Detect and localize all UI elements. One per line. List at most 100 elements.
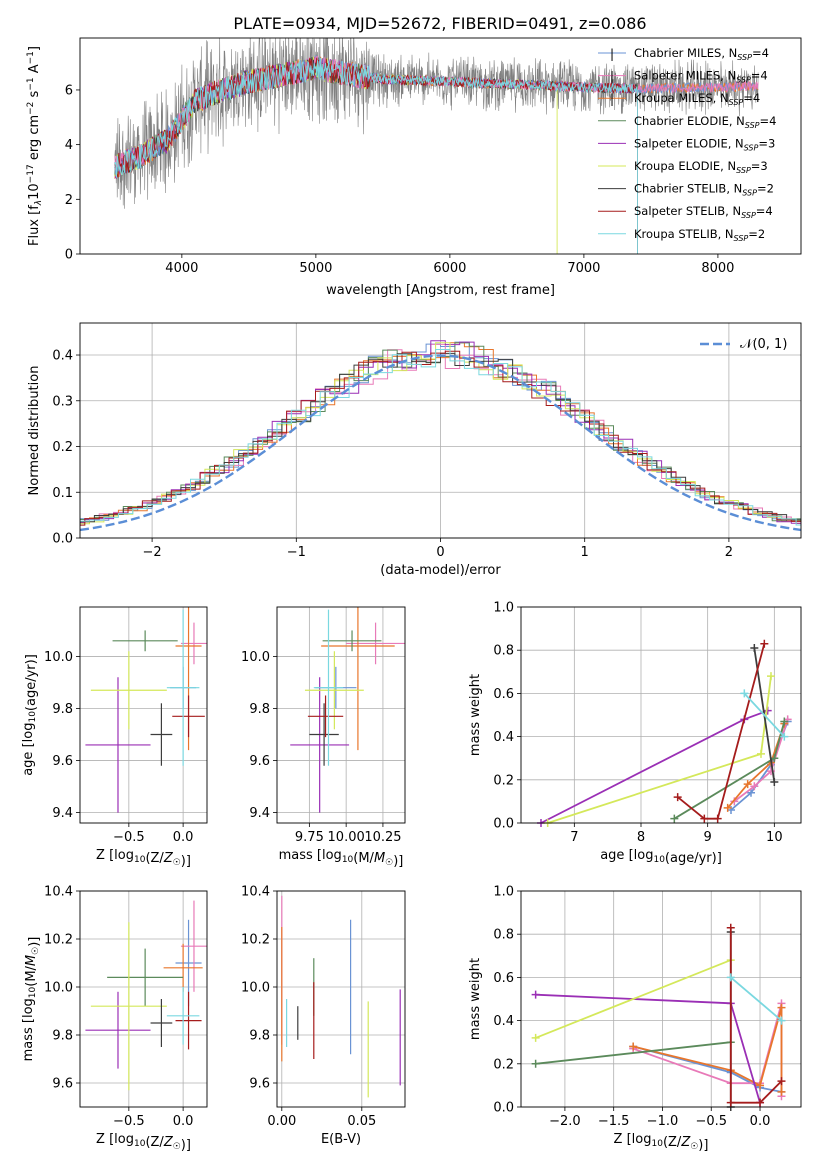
point-salpeter-miles (346, 622, 405, 665)
x-tick-label: −1.5 (598, 1114, 630, 1129)
legend-label-salpeter-elodie: Salpeter ELODIE, NSSP=3 (634, 136, 775, 152)
series-marker (531, 1059, 540, 1068)
y-axis-label: Flux [fλ10−17 erg cm−2 s−1 A−1] (26, 46, 44, 246)
x-tick-label: 8000 (701, 261, 734, 276)
series-marker (713, 814, 722, 823)
series-line (730, 976, 783, 1022)
series-marker (780, 717, 789, 726)
series-marker (770, 777, 779, 786)
x-axis-label: Z [log10(Z/Z☉)] (96, 1132, 191, 1153)
y-tick-label: 1.0 (493, 885, 514, 900)
x-tick-label: 10 (766, 830, 783, 845)
series-marker (750, 644, 759, 653)
legend-label-salpeter-stelib: Salpeter STELIB, NSSP=4 (634, 204, 773, 220)
y-tick-label: 9.8 (52, 702, 73, 717)
x-tick-label: 10.25 (364, 830, 401, 845)
y-tick-label: 10.0 (241, 650, 270, 665)
point-salpeter-elodie (85, 677, 151, 813)
series-line (733, 719, 789, 803)
x-tick-label: 10.00 (328, 830, 365, 845)
legend-label-chabrier-stelib: Chabrier STELIB, NSSP=2 (634, 182, 774, 198)
age-vs-Z-panel: −0.5 0.0 9.4 9.6 9.8 10.0 Z [log10(Z/Z☉)] age [… (21, 606, 208, 869)
legend-label-chabrier-miles: Chabrier MILES, NSSP=4 (634, 46, 769, 62)
y-axis-label: mass weight (468, 674, 483, 756)
series-marker (757, 749, 765, 758)
y-tick-label: 0.2 (52, 440, 73, 455)
x-axis-label: mass [log10(M/M☉)] (279, 848, 404, 869)
model-spectrum-kroupa-stelib (114, 57, 638, 254)
histogram-kroupa-elodie (80, 342, 801, 525)
series-marker (673, 793, 682, 802)
x-axis-label: E(B-V) (321, 1132, 361, 1147)
point-salpeter-elodie (85, 991, 151, 1069)
series-salpeter-elodie (537, 706, 772, 827)
series-marker (726, 1098, 735, 1107)
series-marker (726, 973, 735, 982)
x-tick-label: 9 (704, 830, 712, 845)
x-tick-label: −1 (287, 545, 306, 560)
y-tick-label: 10.2 (241, 933, 270, 948)
x-tick-label: −1.0 (647, 1114, 679, 1129)
point-salpeter-stelib (175, 991, 202, 1050)
x-tick-label: 7 (570, 830, 578, 845)
series-marker (767, 767, 775, 776)
series-marker (743, 780, 752, 789)
series-marker (780, 732, 789, 741)
legend-marker: | (610, 70, 614, 84)
x-tick-label: 5000 (299, 261, 332, 276)
y-tick-label: 9.8 (52, 1029, 73, 1044)
y-tick-label: 0.2 (493, 1057, 514, 1072)
y-tick-label: 0.0 (493, 817, 514, 832)
point-kroupa-stelib (166, 609, 200, 766)
point-kroupa-miles (163, 943, 203, 992)
series-marker (756, 1081, 765, 1090)
spectrum-panel: 4000 5000 6000 7000 8000 0 2 4 6 wavelength [Angs… (26, 37, 802, 298)
y-tick-label: 9.4 (249, 806, 270, 821)
y-tick-label: 4 (65, 138, 73, 153)
x-tick-label: 0 (436, 545, 444, 560)
axes-frame (276, 890, 406, 1108)
x-tick-label: 9.75 (295, 830, 324, 845)
y-axis-label: Normed distribution (27, 366, 42, 496)
x-tick-label: 0.0 (173, 1114, 194, 1129)
y-tick-label: 9.6 (249, 1077, 270, 1092)
y-tick-label: 9.8 (249, 702, 270, 717)
x-tick-label: −2.0 (549, 1114, 581, 1129)
point-chabrier-elodie (107, 948, 184, 1007)
x-tick-label: 7000 (567, 261, 600, 276)
y-tick-label: 10.4 (44, 885, 73, 900)
series-marker (770, 754, 779, 763)
y-tick-label: 0.4 (52, 349, 73, 364)
x-tick-label: 0.0 (173, 830, 194, 845)
y-tick-label: 10.2 (44, 933, 73, 948)
y-tick-label: 0.8 (493, 928, 514, 943)
point-kroupa-stelib (166, 987, 200, 1045)
y-tick-label: 1.0 (493, 601, 514, 616)
series-marker (531, 1033, 540, 1042)
observed-spectrum (114, 38, 759, 209)
y-tick-label: 0.2 (493, 773, 514, 788)
series-line (632, 1045, 782, 1093)
series-marker (777, 1016, 786, 1025)
series-marker (767, 672, 775, 681)
point-kroupa-elodie (90, 651, 167, 730)
mass-vs-EBV-panel: 0.00 0.05 9.6 9.8 10.0 10.2 10.4 E(B-V) (241, 885, 406, 1147)
y-tick-label: 9.6 (52, 1077, 73, 1092)
series-marker (750, 782, 759, 791)
series-marker (777, 1087, 786, 1096)
figure-title: PLATE=0934, MJD=52672, FIBERID=0491, z=0… (233, 14, 646, 33)
series-kroupa-stelib (726, 973, 786, 1025)
legend-marker: | (610, 47, 614, 61)
mass-weight-vs-age-panel: 7 8 9 10 0.0 0.2 0.4 0.6 0.8 1.0 age [log10(age/yr… (468, 601, 802, 866)
series-marker (723, 803, 732, 812)
y-tick-label: 0.6 (493, 971, 514, 986)
point-kroupa-elodie (304, 651, 364, 730)
model-spectrum-salpeter-stelib (114, 57, 638, 254)
series-marker (700, 814, 709, 823)
point-kroupa-miles (321, 607, 395, 751)
y-tick-label: 9.4 (52, 806, 73, 821)
x-axis-label: (data-model)/error (380, 563, 501, 578)
series-marker (670, 814, 679, 823)
series-line (540, 709, 769, 824)
series-line (535, 959, 732, 1039)
